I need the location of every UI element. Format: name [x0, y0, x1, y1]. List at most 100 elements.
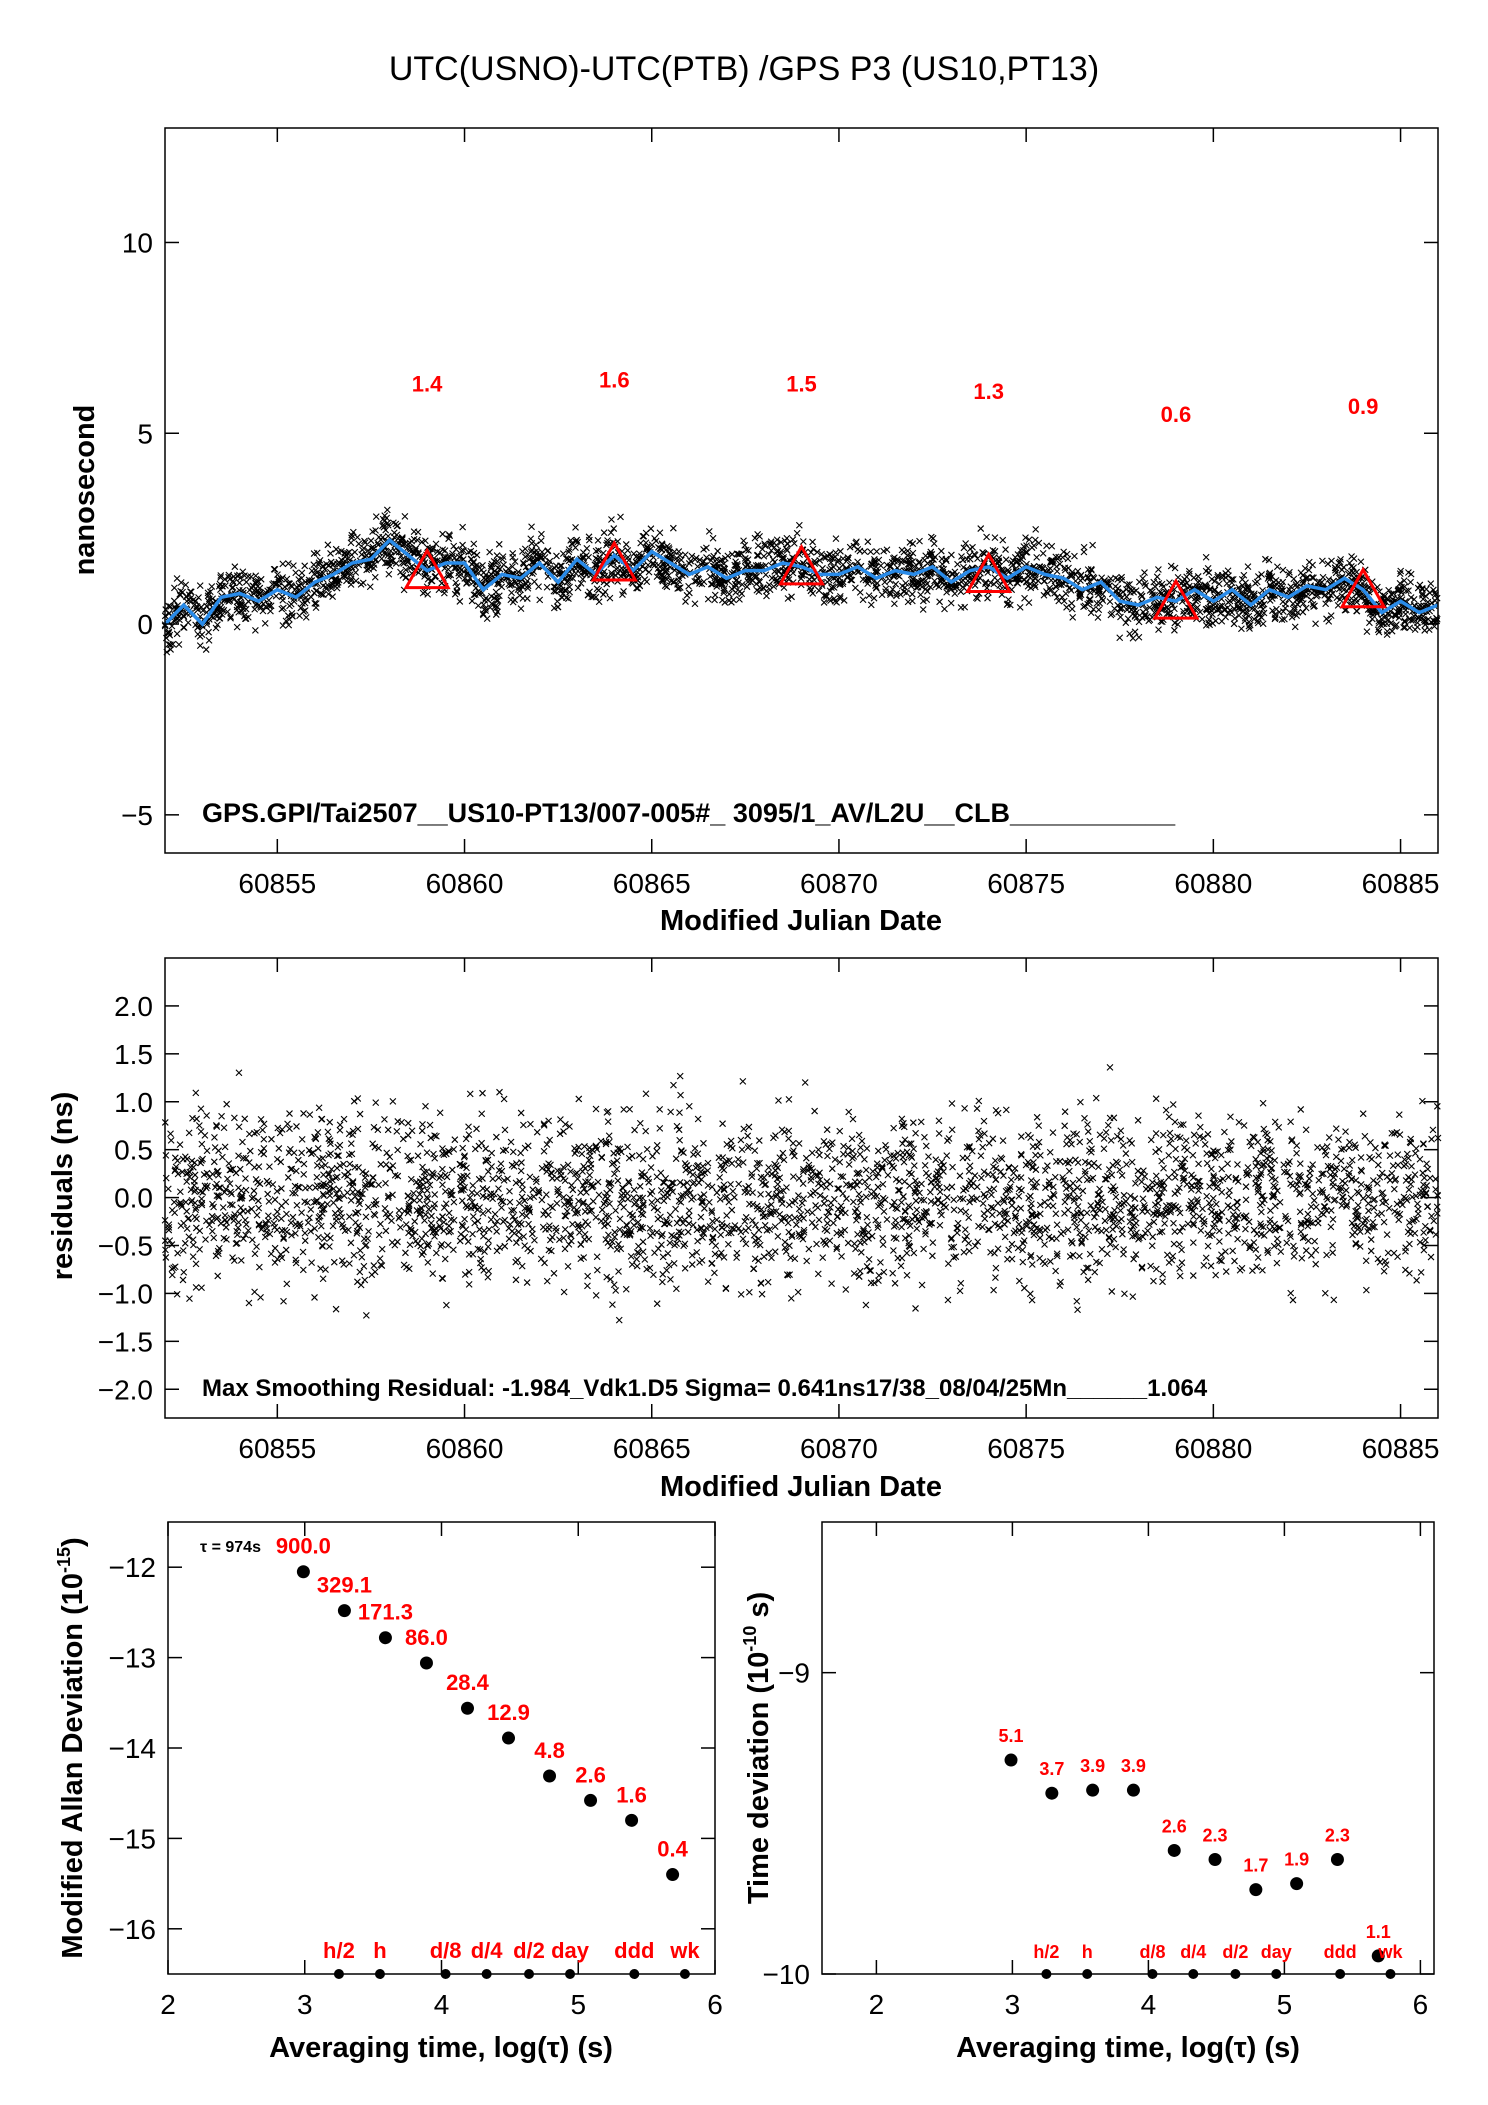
residual-point: [812, 1223, 819, 1231]
residual-point: [369, 1174, 377, 1181]
timeseries-point: [1118, 573, 1125, 581]
residual-point: [575, 1095, 583, 1103]
residual-point: [1199, 1205, 1206, 1213]
residual-point: [251, 1288, 258, 1296]
residual-point: [347, 1239, 355, 1247]
residual-point: [755, 1137, 763, 1144]
residual-point: [506, 1187, 513, 1195]
residual-point: [838, 1252, 845, 1260]
residual-point: [1252, 1246, 1260, 1253]
timeseries-point: [1183, 573, 1191, 581]
timeseries-point: [1287, 583, 1295, 591]
timeseries-point: [809, 538, 816, 546]
residual-point: [800, 1195, 807, 1202]
timeseries-point: [1212, 617, 1220, 625]
residual-point: [659, 1253, 667, 1261]
residual-point: [1426, 1174, 1434, 1182]
timeseries-point: [367, 537, 375, 545]
residual-point: [672, 1285, 680, 1293]
residual-point: [814, 1270, 822, 1278]
residual-point: [624, 1195, 632, 1203]
timeseries-point: [184, 619, 192, 627]
timeseries-point: [1048, 542, 1056, 550]
residual-point: [986, 1186, 993, 1194]
timeseries-point: [257, 604, 265, 611]
timeseries-point: [439, 530, 446, 538]
residual-point: [991, 1157, 999, 1165]
residual-point: [990, 1185, 998, 1193]
residual-point: [1084, 1276, 1092, 1284]
residual-point: [443, 1301, 450, 1309]
timeseries-point: [904, 598, 912, 606]
timeseries-point: [348, 534, 355, 542]
residual-point: [300, 1170, 308, 1178]
timeseries-point: [270, 565, 278, 573]
residual-point: [834, 1205, 842, 1213]
timeseries-point: [1328, 557, 1335, 565]
residual-point: [1169, 1101, 1177, 1108]
residual-point: [667, 1108, 675, 1116]
residual-point: [203, 1147, 211, 1155]
residual-point: [1147, 1136, 1155, 1144]
residual-point: [254, 1197, 262, 1205]
timeseries-point: [682, 598, 689, 605]
residual-point: [820, 1200, 828, 1207]
timeseries-point: [970, 550, 978, 558]
residual-point: [383, 1149, 391, 1157]
timeseries-point: [647, 525, 655, 533]
timeseries-point: [947, 599, 955, 607]
timeseries-point: [1150, 578, 1158, 586]
residual-point: [1144, 1183, 1152, 1191]
timeseries-point: [508, 589, 515, 597]
residual-point: [1273, 1235, 1281, 1243]
residual-point: [785, 1135, 792, 1143]
residual-point: [391, 1241, 399, 1249]
timeseries-point: [1269, 592, 1276, 600]
residual-point: [642, 1127, 650, 1135]
residual-point: [819, 1254, 827, 1262]
residual-point: [237, 1204, 245, 1212]
residual-point: [1002, 1106, 1010, 1114]
timeseries-point: [217, 574, 224, 581]
residual-point: [270, 1219, 278, 1227]
residual-point: [1159, 1278, 1166, 1286]
timeseries-point: [1060, 548, 1068, 556]
x-tick-label: 60885: [1362, 868, 1440, 899]
residual-point: [422, 1211, 430, 1219]
timeseries-triangle-label: 0.6: [1161, 402, 1192, 427]
residual-point: [1408, 1162, 1415, 1170]
residual-point: [676, 1072, 684, 1080]
timeseries-point: [379, 533, 387, 541]
residual-point: [518, 1193, 526, 1201]
timeseries-point: [1135, 633, 1143, 641]
residual-point: [1200, 1261, 1208, 1269]
timeseries-point: [793, 529, 801, 537]
timeseries-point: [1129, 634, 1137, 642]
timeseries-point: [1063, 550, 1071, 558]
timeseries-point: [886, 577, 894, 585]
residual-point: [610, 1281, 618, 1289]
residual-point: [365, 1227, 372, 1235]
timeseries-point: [1093, 599, 1101, 607]
residual-point: [237, 1257, 245, 1264]
residual-point: [1327, 1171, 1334, 1179]
residual-point: [896, 1186, 903, 1194]
timeseries-point: [907, 582, 915, 590]
residual-point: [1116, 1166, 1124, 1174]
residual-point: [1424, 1203, 1432, 1210]
residual-point: [315, 1233, 322, 1241]
timeseries-point: [319, 582, 327, 590]
timeseries-point: [1211, 586, 1219, 594]
timeseries-point: [1244, 563, 1252, 571]
timeseries-point: [834, 558, 842, 566]
timeseries-point: [493, 552, 501, 559]
residual-point: [1367, 1139, 1374, 1146]
residual-point: [422, 1102, 429, 1110]
timeseries-point: [594, 537, 602, 544]
residual-point: [648, 1198, 656, 1206]
timeseries-point: [1155, 566, 1162, 573]
residual-point: [845, 1161, 853, 1168]
timeseries-point: [859, 596, 867, 604]
timeseries-point: [1032, 525, 1040, 533]
residual-point: [393, 1127, 401, 1135]
